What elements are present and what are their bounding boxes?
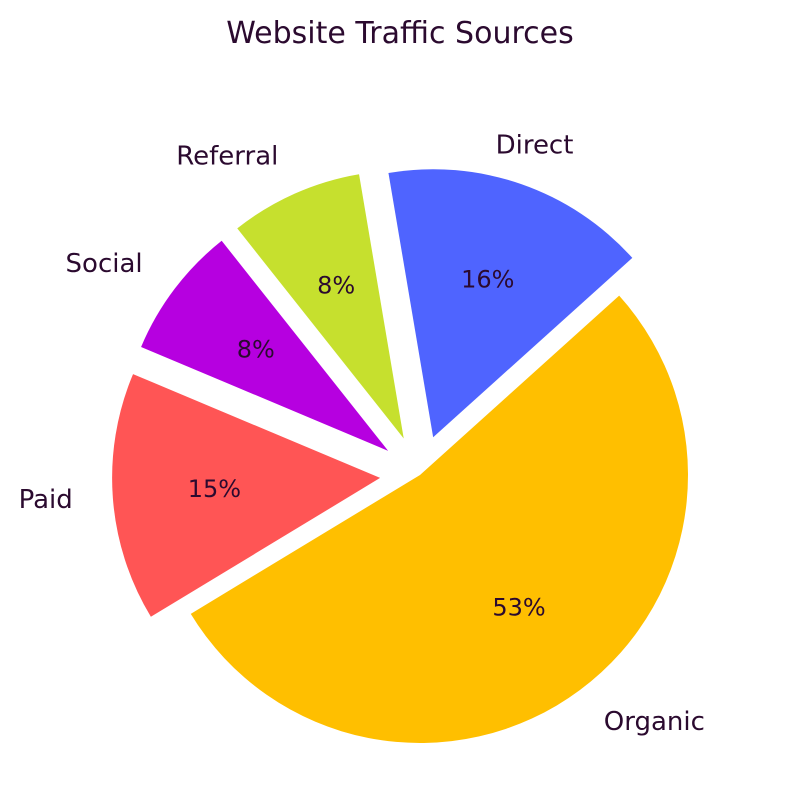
chart-title: Website Traffic Sources xyxy=(226,16,574,51)
pie-slice-referral xyxy=(237,174,404,439)
pie-value-label-social: 8% xyxy=(237,335,275,363)
pie-value-label-direct: 16% xyxy=(461,265,514,293)
pie-category-label-paid: Paid xyxy=(19,485,73,515)
pie-slice-organic xyxy=(190,295,688,743)
pie-value-label-paid: 15% xyxy=(188,475,241,503)
pie-slice-social xyxy=(141,240,389,451)
pie-category-label-referral: Referral xyxy=(176,141,278,171)
pie-value-label-referral: 8% xyxy=(317,272,355,300)
pie-slice-direct xyxy=(388,169,633,438)
pie-slice-paid xyxy=(112,374,381,617)
pie-category-label-direct: Direct xyxy=(496,131,574,161)
pie-category-label-social: Social xyxy=(66,249,143,279)
pie-value-label-organic: 53% xyxy=(492,593,545,621)
pie-category-label-organic: Organic xyxy=(604,707,705,737)
